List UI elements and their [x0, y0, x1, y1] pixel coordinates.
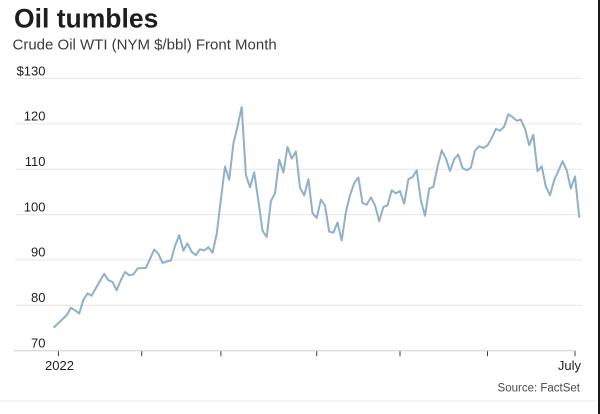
svg-text:110: 110 [25, 154, 46, 169]
svg-text:July: July [558, 358, 582, 373]
svg-text:Source: FactSet: Source: FactSet [498, 383, 581, 395]
svg-text:2022: 2022 [45, 358, 74, 373]
svg-text:90: 90 [31, 245, 45, 260]
svg-text:Crude Oil WTI (NYM $/bbl) Fron: Crude Oil WTI (NYM $/bbl) Front Month [13, 37, 277, 54]
svg-text:$130: $130 [17, 63, 46, 78]
svg-text:80: 80 [31, 290, 45, 305]
svg-text:120: 120 [24, 109, 46, 124]
svg-text:70: 70 [31, 336, 45, 351]
svg-text:Oil tumbles: Oil tumbles [14, 4, 158, 34]
svg-text:100: 100 [24, 199, 46, 214]
